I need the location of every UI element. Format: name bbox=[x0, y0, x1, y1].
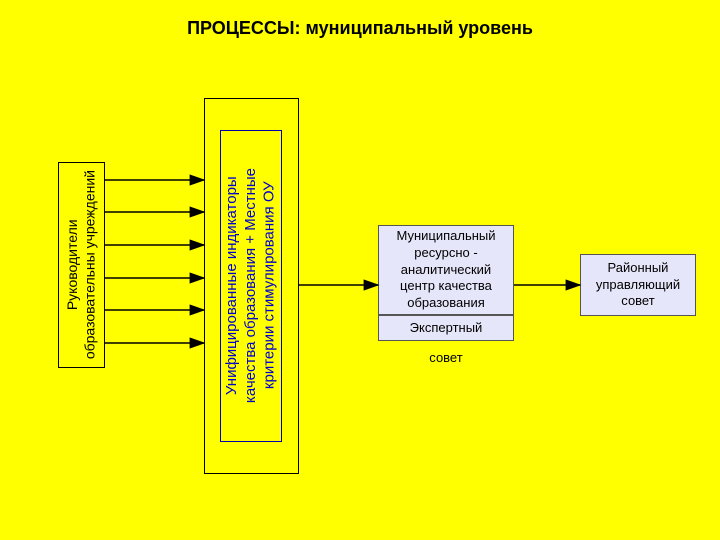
node-right: Районныйуправляющийсовет bbox=[580, 254, 696, 316]
node-right-label: Районныйуправляющийсовет bbox=[596, 260, 680, 311]
node-center-mid: Экспертный bbox=[378, 315, 514, 341]
node-center-mid-label: Экспертный bbox=[410, 320, 483, 337]
node-center-top: Муниципальныйресурсно -аналитическийцент… bbox=[378, 225, 514, 315]
node-indicators-label: Унифицированные индикаторы качества обра… bbox=[223, 168, 279, 403]
diagram-canvas: ПРОЦЕССЫ: муниципальный уровень Руководи… bbox=[0, 0, 720, 540]
node-leaders-label: Руководители образовательны учреждений bbox=[64, 170, 99, 359]
node-center-plain: совет bbox=[378, 350, 514, 365]
node-indicators: Унифицированные индикаторы качества обра… bbox=[220, 130, 282, 442]
diagram-title: ПРОЦЕССЫ: муниципальный уровень bbox=[0, 18, 720, 39]
node-leaders: Руководители образовательны учреждений bbox=[58, 162, 105, 368]
node-center-top-label: Муниципальныйресурсно -аналитическийцент… bbox=[396, 228, 495, 312]
